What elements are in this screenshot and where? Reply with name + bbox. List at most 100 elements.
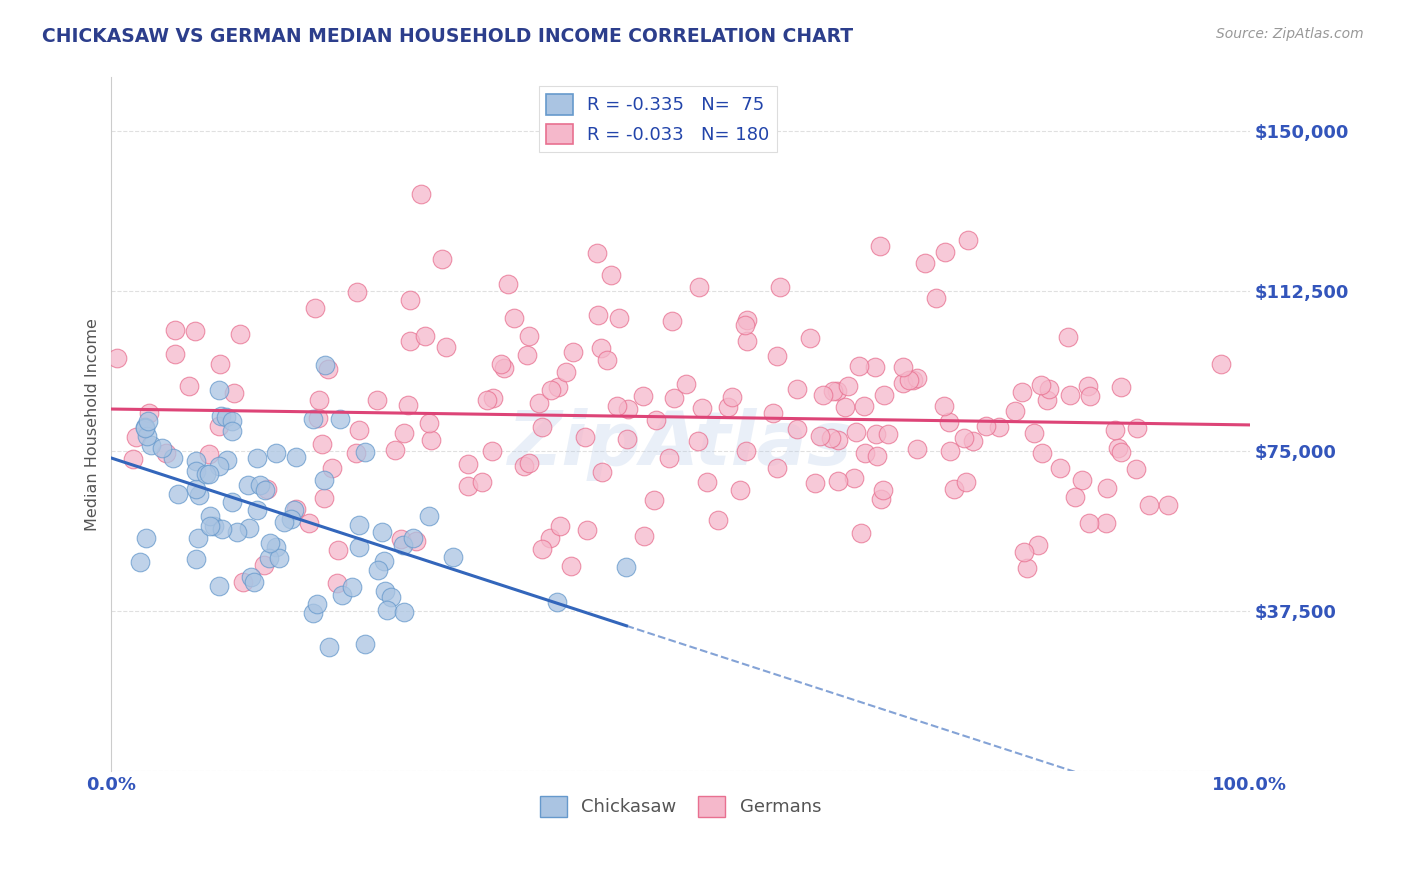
Point xyxy=(690,401,713,416)
Point xyxy=(562,345,585,359)
Point xyxy=(311,437,333,451)
Point xyxy=(392,426,415,441)
Point xyxy=(934,244,956,259)
Point xyxy=(517,456,540,470)
Point xyxy=(848,359,870,374)
Point xyxy=(471,475,494,489)
Point xyxy=(560,558,582,573)
Point xyxy=(122,452,145,467)
Point xyxy=(1126,421,1149,435)
Point xyxy=(853,446,876,460)
Point xyxy=(688,279,710,293)
Point xyxy=(765,349,787,363)
Point xyxy=(938,444,960,458)
Point xyxy=(765,461,787,475)
Point xyxy=(384,442,406,457)
Point xyxy=(367,563,389,577)
Point xyxy=(849,525,872,540)
Point xyxy=(202,519,225,533)
Point xyxy=(845,425,868,440)
Point xyxy=(183,324,205,338)
Point xyxy=(1064,491,1087,505)
Point xyxy=(735,334,758,348)
Point xyxy=(925,291,948,305)
Point xyxy=(198,467,221,481)
Point xyxy=(418,509,440,524)
Point xyxy=(1049,460,1071,475)
Point xyxy=(221,495,243,509)
Point xyxy=(820,431,842,445)
Point xyxy=(280,511,302,525)
Point xyxy=(347,518,370,533)
Point xyxy=(513,458,536,473)
Point xyxy=(136,414,159,428)
Point xyxy=(134,531,156,545)
Point xyxy=(938,415,960,429)
Point xyxy=(347,541,370,555)
Point xyxy=(259,551,281,566)
Point xyxy=(905,370,928,384)
Point xyxy=(645,413,668,427)
Point xyxy=(392,538,415,552)
Point xyxy=(418,416,440,430)
Point xyxy=(375,603,398,617)
Point xyxy=(907,442,929,456)
Point xyxy=(373,553,395,567)
Point xyxy=(398,334,420,348)
Point xyxy=(1004,403,1026,417)
Point xyxy=(198,519,221,533)
Point xyxy=(238,521,260,535)
Point xyxy=(209,409,232,423)
Y-axis label: Median Household Income: Median Household Income xyxy=(86,318,100,531)
Point xyxy=(229,326,252,341)
Point xyxy=(232,575,254,590)
Point xyxy=(301,606,323,620)
Point xyxy=(870,491,893,506)
Point xyxy=(1104,424,1126,438)
Point xyxy=(675,377,697,392)
Point xyxy=(284,450,307,465)
Point xyxy=(226,524,249,539)
Point xyxy=(530,541,553,556)
Point xyxy=(326,575,349,590)
Point xyxy=(1011,385,1033,400)
Point xyxy=(730,483,752,498)
Point xyxy=(186,454,208,468)
Point xyxy=(898,373,921,387)
Point xyxy=(492,360,515,375)
Point xyxy=(762,406,785,420)
Point xyxy=(1107,441,1129,455)
Point xyxy=(872,483,894,497)
Point xyxy=(877,427,900,442)
Point xyxy=(591,465,613,479)
Point xyxy=(548,519,571,533)
Point xyxy=(496,277,519,291)
Point xyxy=(150,442,173,456)
Point xyxy=(374,583,396,598)
Point xyxy=(527,396,550,410)
Point xyxy=(1022,425,1045,440)
Point xyxy=(734,318,756,332)
Point xyxy=(786,421,808,435)
Point xyxy=(475,393,498,408)
Point xyxy=(606,399,628,413)
Point xyxy=(686,434,709,448)
Point xyxy=(865,426,887,441)
Point xyxy=(302,412,325,426)
Point xyxy=(1211,357,1233,371)
Point xyxy=(389,532,412,546)
Point xyxy=(200,508,222,523)
Point xyxy=(307,411,329,425)
Point xyxy=(662,392,685,406)
Point xyxy=(259,536,281,550)
Point xyxy=(1059,388,1081,402)
Point xyxy=(340,580,363,594)
Point xyxy=(167,486,190,500)
Point xyxy=(1156,498,1178,512)
Point xyxy=(837,379,859,393)
Point xyxy=(546,595,568,609)
Point xyxy=(409,186,432,201)
Point xyxy=(434,340,457,354)
Point xyxy=(808,429,831,443)
Point xyxy=(326,542,349,557)
